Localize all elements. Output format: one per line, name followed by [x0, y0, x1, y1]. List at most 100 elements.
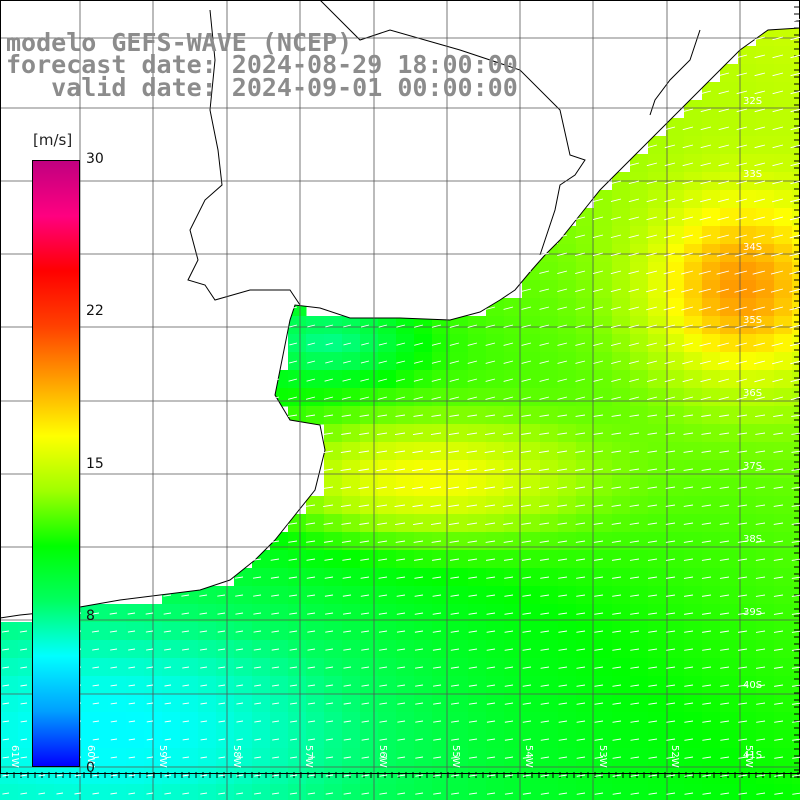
wind-arrow	[594, 666, 604, 669]
wind-arrow	[737, 504, 748, 507]
wind-cell	[720, 712, 739, 731]
wind-arrow	[698, 270, 712, 275]
wind-arrow	[342, 378, 352, 382]
wind-arrow	[503, 342, 514, 346]
wind-cell	[720, 622, 739, 641]
wind-cell	[558, 316, 577, 335]
wind-cell	[756, 280, 775, 299]
wind-cell	[774, 784, 793, 800]
wind-arrow	[431, 360, 442, 364]
wind-cell	[216, 658, 235, 677]
wind-arrow	[575, 270, 586, 274]
wind-arrow	[630, 774, 640, 777]
wind-arrow	[358, 486, 370, 490]
wind-cell	[198, 784, 217, 800]
wind-arrow	[289, 324, 298, 328]
wind-cell	[270, 658, 289, 677]
wind-cell	[36, 766, 55, 785]
lon-label: 57W	[303, 745, 314, 768]
wind-arrow	[254, 792, 262, 795]
wind-arrow	[718, 126, 730, 131]
wind-arrow	[718, 72, 730, 77]
wind-arrow	[629, 486, 640, 489]
wind-cell	[738, 640, 757, 659]
wind-arrow	[377, 540, 388, 543]
wind-cell	[342, 640, 361, 659]
wind-arrow	[92, 720, 100, 723]
wind-cell	[126, 748, 145, 767]
wind-arrow	[717, 360, 730, 365]
wind-arrow	[341, 522, 352, 525]
wind-arrow	[146, 666, 154, 669]
wind-cell	[630, 298, 649, 317]
wind-cell	[774, 766, 793, 785]
wind-arrow	[432, 666, 442, 669]
wind-arrow	[575, 306, 586, 310]
wind-arrow	[449, 342, 460, 346]
wind-cell	[360, 406, 379, 425]
wind-cell	[414, 496, 433, 515]
wind-cell	[306, 550, 325, 569]
wind-cell	[774, 496, 793, 515]
wind-arrow	[628, 234, 640, 239]
wind-arrow	[773, 432, 784, 435]
wind-arrow	[432, 630, 442, 633]
wind-arrow	[20, 738, 28, 741]
wind-cell	[414, 712, 433, 731]
wind-arrow	[575, 504, 586, 507]
wind-arrow	[485, 414, 496, 417]
wind-cell	[630, 262, 649, 281]
wind-arrow	[575, 396, 586, 400]
wind-cell	[162, 766, 181, 785]
wind-cell	[756, 658, 775, 677]
wind-arrow	[702, 738, 712, 741]
wind-cell	[738, 262, 757, 281]
wind-arrow	[753, 216, 766, 221]
wind-arrow	[735, 234, 748, 239]
wind-cell	[774, 154, 793, 173]
wind-cell	[504, 748, 523, 767]
wind-cell	[324, 478, 343, 497]
wind-cell	[576, 622, 595, 641]
wind-arrow	[557, 342, 568, 346]
wind-arrow	[630, 684, 640, 687]
wind-cell	[0, 658, 19, 677]
wind-cell	[594, 604, 613, 623]
wind-cell	[414, 352, 433, 371]
wind-cell	[450, 316, 469, 335]
wind-arrow	[665, 504, 676, 507]
wind-cell	[126, 622, 145, 641]
wind-cell	[612, 406, 631, 425]
wind-cell	[792, 316, 800, 335]
wind-cell	[576, 460, 595, 479]
wind-arrow	[110, 792, 118, 795]
wind-arrow	[648, 774, 658, 777]
wind-arrow	[772, 180, 784, 185]
wind-arrow	[682, 126, 694, 131]
wind-arrow	[719, 540, 730, 543]
wind-cell	[360, 550, 379, 569]
wind-cell	[684, 406, 703, 425]
wind-arrow	[376, 486, 388, 490]
wind-arrow	[648, 756, 658, 759]
wind-arrow	[307, 756, 316, 759]
wind-cell	[378, 748, 397, 767]
wind-arrow	[520, 486, 532, 490]
wind-arrow	[521, 324, 532, 328]
wind-arrow	[719, 504, 730, 507]
wind-cell	[612, 586, 631, 605]
wind-arrow	[702, 666, 712, 669]
wind-arrow	[752, 306, 766, 311]
wind-cell	[720, 82, 739, 101]
wind-arrow	[146, 792, 154, 795]
wind-cell	[720, 496, 739, 515]
wind-arrow	[576, 774, 586, 777]
wind-cell	[252, 712, 271, 731]
wind-cell	[648, 424, 667, 443]
wind-arrow	[323, 504, 334, 507]
wind-cell	[774, 46, 793, 65]
wind-cell	[90, 766, 109, 785]
wind-cell	[270, 550, 289, 569]
wind-arrow	[92, 666, 100, 669]
wind-arrow	[754, 36, 766, 41]
